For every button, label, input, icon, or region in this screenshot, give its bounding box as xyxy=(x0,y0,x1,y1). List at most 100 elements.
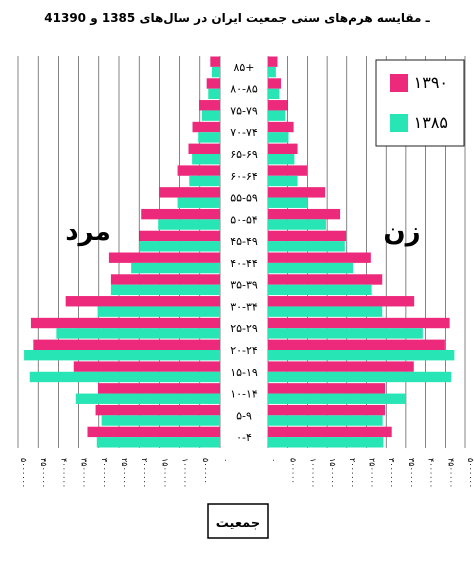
x-tick-label-male: ۴۵۰۰۰۰۰ xyxy=(39,458,48,488)
bar-female-1385 xyxy=(268,241,345,252)
bar-female-1390 xyxy=(268,100,288,111)
x-tick-label-female: ۴۵۰۰۰۰۰ xyxy=(446,458,455,488)
bar-female-1390 xyxy=(268,56,278,67)
age-group-label: ۰-۴ xyxy=(236,431,252,444)
bar-male-1385 xyxy=(29,371,220,383)
bar-male-1385 xyxy=(192,154,220,165)
bar-female-1390 xyxy=(268,426,392,438)
bar-female-1390 xyxy=(268,252,371,263)
x-tick-label-female: ۲۰۰۰۰۰۰ xyxy=(348,458,357,488)
bar-female-1385 xyxy=(268,154,295,165)
bar-female-1390 xyxy=(268,361,414,372)
bar-male-1385 xyxy=(177,197,220,208)
bar-male-1385 xyxy=(140,241,220,252)
bar-male-1390 xyxy=(110,274,220,285)
bar-female-1385 xyxy=(268,66,276,78)
x-tick-label-female: ۵۰۰۰۰۰۰ xyxy=(466,458,474,488)
age-group-label: ۷۰-۷۴ xyxy=(230,126,258,139)
age-group-label: ۷۵-۷۹ xyxy=(230,104,258,117)
bar-female-1385 xyxy=(268,110,286,121)
bar-female-1390 xyxy=(268,78,282,89)
x-tick-label-female: ۱۰۰۰۰۰۰ xyxy=(308,458,317,488)
bar-female-1385 xyxy=(268,371,452,383)
age-group-label: ۵۰-۵۴ xyxy=(230,213,258,226)
bar-male-1390 xyxy=(206,78,220,89)
age-group-label: ۱۰-۱۴ xyxy=(230,388,258,401)
bar-male-1385 xyxy=(96,437,220,448)
age-group-label: ۸۰-۸۵ xyxy=(230,83,258,96)
bar-female-1385 xyxy=(268,393,406,404)
bar-male-1385 xyxy=(75,393,220,404)
bar-male-1385 xyxy=(211,66,220,78)
x-tick-label-male: ۵۰۰۰۰۰ xyxy=(201,458,210,484)
bar-female-1385 xyxy=(268,350,455,361)
bar-male-1385 xyxy=(101,415,220,426)
bar-female-1390 xyxy=(268,296,415,307)
age-group-labels: ۰-۴ ۵-۹ ۱۰-۱۴ ۱۵-۱۹ ۲۰-۲۴ ۲۵-۲۹ ۳۰-۳۴ ۳۵-۳۹ ۴۰-۴… xyxy=(230,61,258,444)
bar-female-1385 xyxy=(268,262,354,274)
bar-female-1390 xyxy=(268,404,386,416)
x-tick-label-male: ۲۵۰۰۰۰۰ xyxy=(120,458,129,488)
age-group-label: ۴۵-۴۹ xyxy=(230,235,258,248)
age-group-label: ۲۰-۲۴ xyxy=(230,344,258,357)
bar-female-1385 xyxy=(268,328,423,339)
bar-female-1385 xyxy=(268,132,289,143)
bar-male-1390 xyxy=(95,404,220,416)
bar-male-1390 xyxy=(210,56,220,67)
bar-female-1385 xyxy=(268,284,372,296)
male-label: مرد xyxy=(65,217,111,247)
age-group-label: ۸۵+ xyxy=(233,61,254,74)
legend-label-1385: ۱۳۸۵ xyxy=(414,113,448,132)
legend-label-1390: ۱۳۹۰ xyxy=(414,73,448,92)
bar-male-1390 xyxy=(108,252,220,263)
x-tick-label-female: ۵۰۰۰۰۰ xyxy=(289,458,298,484)
bar-female-1390 xyxy=(268,208,341,220)
bar-male-1390 xyxy=(192,121,220,133)
x-tick-label-male: ۱۰۰۰۰۰۰ xyxy=(181,458,190,488)
bar-male-1385 xyxy=(198,132,220,143)
age-group-label: ۶۵-۶۹ xyxy=(230,148,258,161)
x-tick-label-male: ۱۵۰۰۰۰۰ xyxy=(160,458,169,488)
bar-male-1390 xyxy=(73,361,220,372)
bar-female-1385 xyxy=(268,415,383,426)
bar-male-1390 xyxy=(158,187,220,198)
x-tick-label-male: ۰ xyxy=(221,458,230,462)
bar-male-1390 xyxy=(188,143,220,154)
x-tick-label-female: ۳۰۰۰۰۰۰ xyxy=(387,458,396,488)
age-group-label: ۶۰-۶۴ xyxy=(230,170,258,183)
bar-male-1385 xyxy=(56,328,220,339)
x-tick-label-female: ۳۵۰۰۰۰۰ xyxy=(407,458,416,488)
bar-male-1385 xyxy=(24,350,221,361)
bar-female-1385 xyxy=(268,197,308,208)
bar-male-1385 xyxy=(201,110,220,121)
x-tick-label-female: ۲۵۰۰۰۰۰ xyxy=(368,458,377,488)
bar-male-1385 xyxy=(158,219,220,230)
female-label: زن xyxy=(383,217,420,247)
bar-female-1385 xyxy=(268,219,326,230)
bar-male-1390 xyxy=(33,339,220,350)
bar-female-1385 xyxy=(268,306,383,317)
bar-male-1390 xyxy=(30,317,221,329)
bars-group xyxy=(24,56,455,448)
x-tick-label-male: ۲۰۰۰۰۰۰ xyxy=(140,458,149,488)
age-group-label: ۴۰-۴۴ xyxy=(230,257,258,270)
x-tick-label-female: ۴۰۰۰۰۰۰ xyxy=(427,458,436,488)
bar-female-1390 xyxy=(268,274,383,285)
bar-male-1385 xyxy=(97,306,220,317)
bar-female-1390 xyxy=(268,143,298,154)
age-group-label: ۱۵-۱۹ xyxy=(230,366,258,379)
bar-male-1390 xyxy=(65,296,220,307)
age-group-label: ۵-۹ xyxy=(236,409,252,422)
x-tick-label-male: ۴۰۰۰۰۰۰ xyxy=(59,458,68,488)
bar-female-1385 xyxy=(268,175,298,187)
age-group-label: ۵۵-۵۹ xyxy=(230,192,258,205)
x-tick-label-male: ۳۵۰۰۰۰۰ xyxy=(80,458,89,488)
bar-female-1390 xyxy=(268,317,450,329)
age-group-label: ۲۵-۲۹ xyxy=(230,322,258,335)
legend: ۱۳۹۰ ۱۳۸۵ xyxy=(375,59,465,147)
bar-male-1385 xyxy=(189,175,220,187)
legend-swatch-1390 xyxy=(390,74,408,92)
age-group-label: ۳۰-۳۴ xyxy=(230,300,258,313)
x-tick-label-female: ۱۵۰۰۰۰۰ xyxy=(328,458,337,488)
legend-swatch-1385 xyxy=(390,114,408,132)
